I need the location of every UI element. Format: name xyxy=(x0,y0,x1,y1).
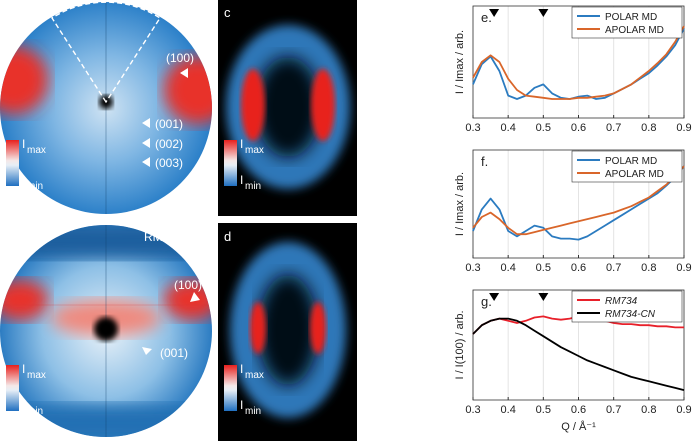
plot-frame xyxy=(472,5,685,119)
colorbar-max: max xyxy=(27,145,46,156)
x-tick-label: 0.5 xyxy=(536,122,551,134)
wedge xyxy=(51,1,161,104)
x-tick-label: 0.3 xyxy=(465,404,480,416)
plot-frame xyxy=(472,149,685,259)
series-line xyxy=(472,165,685,241)
legend-box xyxy=(571,6,683,39)
plot: 0.3 0.4 0.5 0.6 0.7 0.8 0.9 g. I / I(100) / arb.… xyxy=(454,289,692,433)
x-tick-label: 0.7 xyxy=(606,262,621,274)
colorbar-max: max xyxy=(245,370,264,381)
arrow xyxy=(142,118,150,128)
x-tick-label: 0.3 xyxy=(465,122,480,134)
x-tick-label: 0.9 xyxy=(676,122,691,134)
x-tick-label: 0.8 xyxy=(641,262,656,274)
colorbar-max: max xyxy=(27,370,46,381)
panel-label: e. xyxy=(481,10,492,25)
peak-marker xyxy=(489,293,500,301)
colorbar-symbol: I xyxy=(240,137,243,151)
panel-label: a xyxy=(8,5,16,20)
plot-frame xyxy=(472,289,685,401)
y-axis-label: I / Imax / arb. xyxy=(454,172,466,236)
series-line xyxy=(472,317,685,391)
panel-d-image xyxy=(218,223,357,441)
colorbar xyxy=(6,365,19,411)
annotation: (001) xyxy=(160,346,188,360)
colorbar-symbol: I xyxy=(22,398,25,412)
panel-label: g. xyxy=(481,294,492,309)
legend-label: RM734 xyxy=(605,296,638,307)
plot: 0.3 0.4 0.5 0.6 0.7 0.8 0.9 f. I / Imax / arb. PO… xyxy=(454,149,692,274)
y-axis-label: I / I(100) / arb. xyxy=(454,310,466,379)
annotation: (100) xyxy=(174,278,202,292)
colorbar-min: min xyxy=(27,406,43,417)
colorbar-symbol: I xyxy=(22,173,25,187)
arrow xyxy=(142,347,152,355)
peak-marker xyxy=(538,9,549,17)
x-tick-label: 0.6 xyxy=(571,262,586,274)
arrow xyxy=(142,138,150,148)
peak-marker xyxy=(538,293,549,301)
x-tick-label: 0.3 xyxy=(465,262,480,274)
colorbar-symbol: I xyxy=(240,173,243,187)
panel-label: b xyxy=(8,229,15,244)
arrow xyxy=(180,68,188,78)
colorbar-min: min xyxy=(245,406,261,417)
legend-label: POLAR MD xyxy=(605,12,657,23)
legend-box xyxy=(571,150,683,183)
series-line xyxy=(472,27,685,100)
arrow xyxy=(190,292,200,302)
colorbar-min: min xyxy=(27,181,43,192)
colorbar xyxy=(224,365,237,411)
panel-label: c xyxy=(224,5,231,20)
x-tick-label: 0.6 xyxy=(571,404,586,416)
annotation: (001) xyxy=(155,117,183,131)
annotation: (003) xyxy=(155,156,183,170)
colorbar-symbol: I xyxy=(240,398,243,412)
x-tick-label: 0.5 xyxy=(536,262,551,274)
colorbar xyxy=(224,140,237,186)
x-tick-label: 0.4 xyxy=(501,404,516,416)
x-tick-label: 0.7 xyxy=(606,404,621,416)
colorbar-symbol: I xyxy=(240,362,243,376)
colorbar-max: max xyxy=(245,145,264,156)
x-axis-label: Q / Å⁻¹ xyxy=(561,420,596,433)
peak-marker xyxy=(489,9,500,17)
legend-label: POLAR MD xyxy=(605,156,657,167)
annotation: (100) xyxy=(166,51,194,65)
x-tick-label: 0.9 xyxy=(676,262,691,274)
x-tick-label: 0.5 xyxy=(536,404,551,416)
x-tick-label: 0.6 xyxy=(571,122,586,134)
annotation: (002) xyxy=(155,137,183,151)
panel-label: f. xyxy=(481,154,488,169)
colorbar-symbol: I xyxy=(22,137,25,151)
plot: 0.3 0.4 0.5 0.6 0.7 0.8 0.9 e. I / Imax / arb. PO… xyxy=(454,5,692,134)
legend-box xyxy=(571,290,683,323)
legend-label: RM734-CN xyxy=(605,309,656,320)
x-tick-label: 0.7 xyxy=(606,122,621,134)
x-tick-label: 0.8 xyxy=(641,122,656,134)
colorbar-symbol: I xyxy=(22,362,25,376)
colorbar xyxy=(6,140,19,186)
series-line xyxy=(472,165,685,236)
legend-label: APOLAR MD xyxy=(605,25,664,36)
line-plots: 0.3 0.4 0.5 0.6 0.7 0.8 0.9 e. I / Imax / arb. PO… xyxy=(454,5,692,433)
y-axis-label: I / Imax / arb. xyxy=(454,30,466,94)
x-tick-label: 0.9 xyxy=(676,404,691,416)
x-tick-label: 0.4 xyxy=(501,262,516,274)
panel-label: d xyxy=(224,229,231,244)
x-tick-label: 0.4 xyxy=(501,122,516,134)
sample-name: RM734 xyxy=(165,6,204,20)
legend-label: APOLAR MD xyxy=(605,169,664,180)
sample-name: RM734-CN xyxy=(144,230,204,244)
x-tick-label: 0.8 xyxy=(641,404,656,416)
series-line xyxy=(472,25,685,100)
arrow xyxy=(142,157,150,167)
panel-c-image xyxy=(218,0,357,216)
colorbar-min: min xyxy=(245,181,261,192)
